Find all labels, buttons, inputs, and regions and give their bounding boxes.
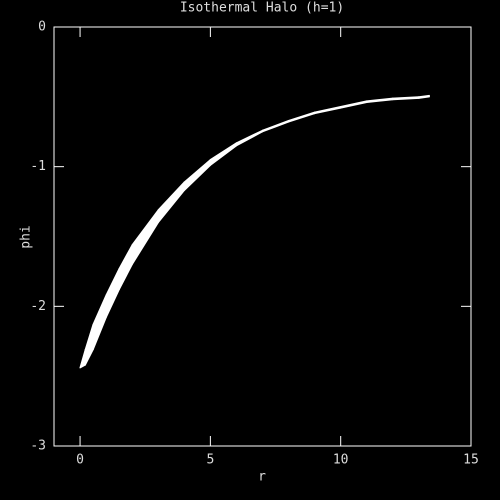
y-axis-label: phi (19, 225, 34, 248)
x-tick-label: 5 (206, 453, 214, 468)
band-segment (366, 97, 394, 104)
x-tick-label: 15 (463, 453, 479, 468)
band-segment (340, 100, 368, 109)
band-segment (183, 159, 211, 192)
plot-frame (53, 26, 472, 447)
band-segment (235, 129, 264, 147)
band-segment (314, 106, 342, 115)
band-segment (105, 268, 120, 319)
band-segment (84, 323, 94, 366)
y-tick-label: 0 (38, 20, 46, 35)
x-tick-label: 10 (333, 453, 349, 468)
y-tick-label: -3 (30, 439, 46, 454)
band-segment (79, 349, 86, 369)
band-segment (131, 209, 159, 266)
band-segment (418, 94, 430, 99)
band-segment (209, 142, 238, 166)
y-tick-label: -1 (30, 159, 46, 174)
band-segment (157, 181, 185, 224)
x-axis-label: r (258, 470, 266, 485)
band-segment (92, 294, 107, 351)
x-tick-label: 0 (76, 453, 84, 468)
chart-title: Isothermal Halo (h=1) (180, 1, 344, 16)
band-segment (261, 119, 290, 133)
band-segment (118, 244, 133, 291)
band-segment (392, 96, 420, 101)
band-segment (287, 111, 316, 123)
y-tick-label: -2 (30, 299, 46, 314)
